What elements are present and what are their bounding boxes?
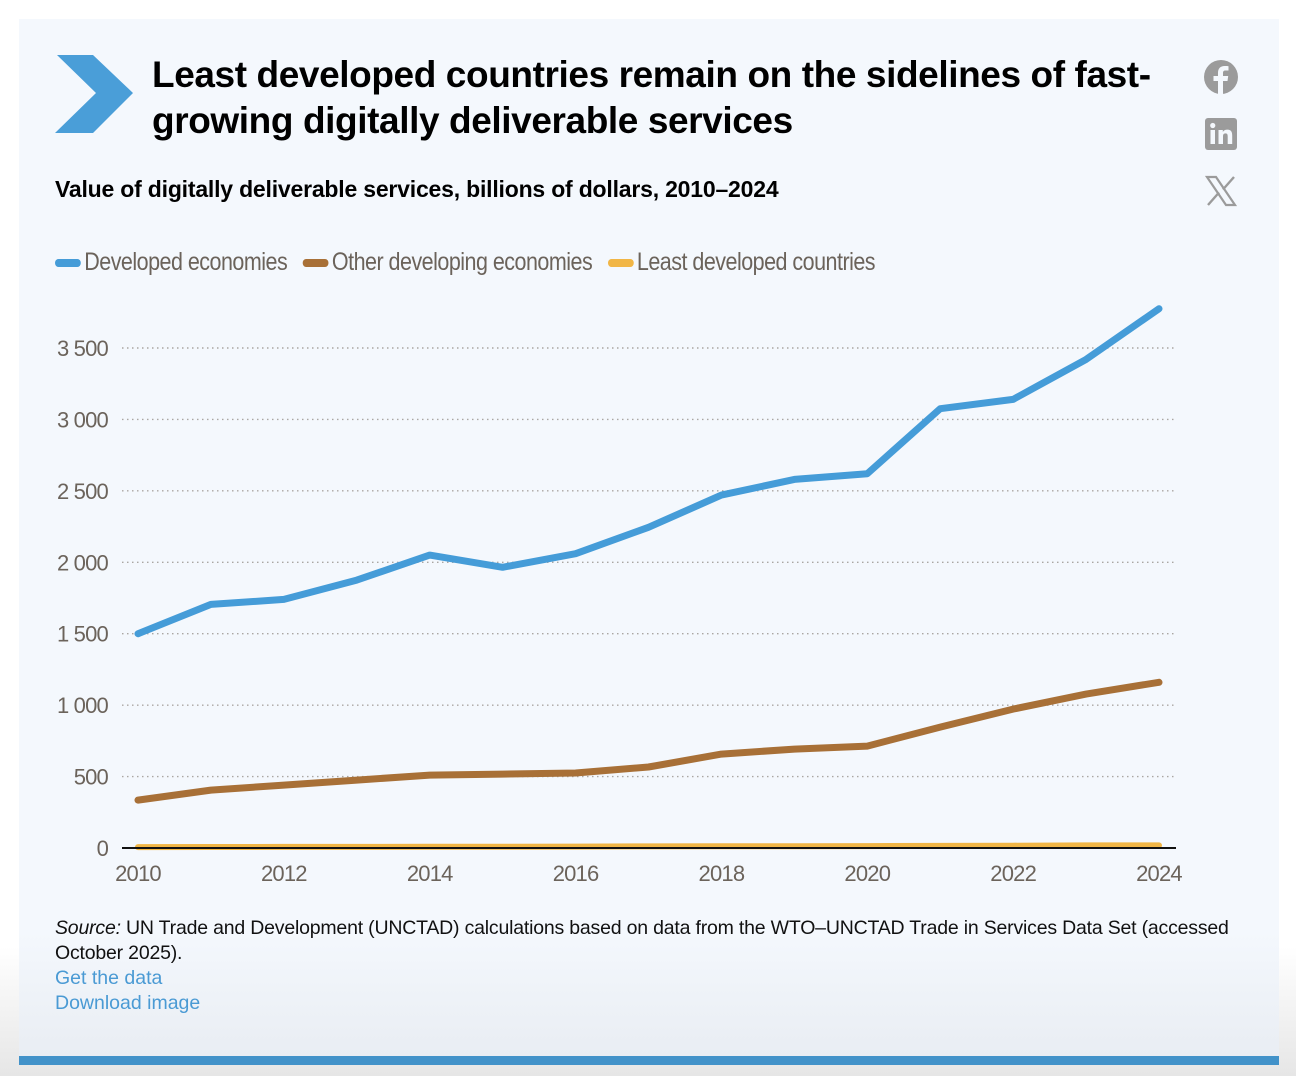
legend-item-developed[interactable]: Developed economies [55,248,288,277]
y-tick-label: 0 [97,836,109,861]
legend-label: Other developing economies [331,248,593,276]
source-text: UN Trade and Development (UNCTAD) calcul… [55,917,1229,964]
x-tick-label: 2016 [553,861,599,886]
y-tick-label: 2 500 [57,479,109,504]
legend-swatch-developed [55,258,81,267]
legend-label: Developed economies [84,248,288,276]
legend-label: Least developed countries [636,248,876,276]
x-tick-label: 2014 [407,861,453,886]
y-tick-label: 3 000 [57,407,109,432]
series-least-developed-countries[interactable] [135,842,1162,851]
x-tick-label: 2018 [699,861,745,886]
legend-swatch-other-developing [302,258,329,267]
y-tick-label: 1 500 [57,622,109,647]
series-developed-economies[interactable] [134,305,1163,638]
chevron-icon [55,55,133,133]
legend-swatch-ldc [607,258,634,267]
facebook-icon[interactable] [1203,59,1239,95]
series-other-developing-economies[interactable] [134,678,1163,804]
chart-legend: Developed economies Other developing eco… [55,248,891,277]
y-tick-label: 1 000 [57,693,109,718]
linkedin-icon[interactable] [1203,116,1239,152]
bottom-accent-bar [19,1056,1279,1065]
legend-item-ldc[interactable]: Least developed countries [607,248,876,277]
y-tick-label: 2 000 [57,550,109,575]
x-tick-label: 2010 [115,861,161,886]
x-tick-label: 2022 [990,861,1036,886]
y-tick-label: 3 500 [57,336,109,361]
chart-card [19,19,1279,1056]
download-image-link[interactable]: Download image [55,992,201,1014]
legend-item-other-developing[interactable]: Other developing economies [302,248,593,277]
x-tick-label: 2020 [844,861,890,886]
x-icon[interactable] [1203,173,1239,209]
x-tick-label: 2012 [261,861,307,886]
get-data-link[interactable]: Get the data [55,967,163,989]
source-label: Source: [55,917,121,939]
chart-subtitle: Value of digitally deliverable services,… [55,176,779,202]
chart-heading: Least developed countries remain on the … [152,54,1151,141]
x-tick-label: 2024 [1136,861,1182,886]
y-tick-label: 500 [74,765,109,790]
source-note: Source: UN Trade and Development (UNCTAD… [55,916,1255,966]
